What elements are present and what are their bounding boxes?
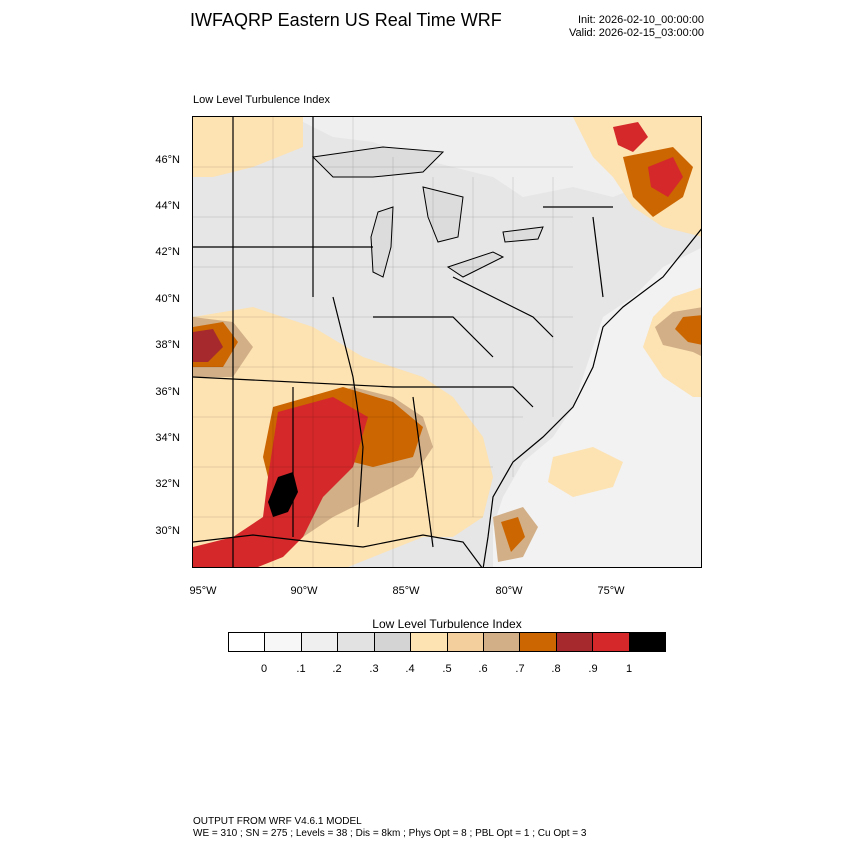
atlantic-coastline (482, 228, 701, 567)
lat-label: 46°N (155, 154, 180, 166)
legend-swatch (411, 633, 448, 651)
lon-label: 95°W (189, 585, 217, 597)
legend-swatch (593, 633, 630, 651)
legend-swatch (229, 633, 266, 651)
legend-swatch (556, 633, 594, 651)
atlantic-ocean (493, 248, 701, 567)
legend-tick: 0 (260, 663, 268, 675)
footer-config-line: WE = 310 ; SN = 275 ; Levels = 38 ; Dis … (193, 828, 587, 839)
legend-swatch (629, 633, 666, 651)
state-boundaries (193, 117, 613, 567)
land-mid-north (193, 117, 303, 177)
legend-swatch (520, 633, 557, 651)
lake-superior (311, 146, 445, 178)
lake-ontario (502, 226, 544, 243)
init-time: Init: 2026-02-10_00:00:00 (578, 14, 704, 26)
lat-label: 34°N (155, 432, 180, 444)
legend-tick: .6 (478, 663, 488, 675)
lake-michigan (370, 206, 394, 278)
legend-tick: 1 (625, 663, 633, 675)
valid-time: Valid: 2026-02-15_03:00:00 (569, 27, 704, 39)
legend-swatch (265, 633, 302, 651)
land-very-high-northeast (613, 122, 648, 152)
legend-tick: .7 (515, 663, 525, 675)
land-very-high-west (193, 329, 223, 362)
legend-tick: .9 (588, 663, 598, 675)
lake-erie (446, 251, 505, 278)
lon-label: 90°W (290, 585, 318, 597)
map-panel (192, 116, 702, 568)
legend-tick: .1 (296, 663, 306, 675)
legend-tick: .8 (551, 663, 561, 675)
ocean-mid-patch-2 (548, 447, 623, 497)
lon-label: 85°W (392, 585, 420, 597)
legend-tick: .4 (405, 663, 415, 675)
legend-swatch (338, 633, 375, 651)
lat-label: 40°N (155, 293, 180, 305)
lat-label: 42°N (155, 246, 180, 258)
ocean-high-patch-2 (501, 517, 525, 552)
legend-title: Low Level Turbulence Index (372, 617, 522, 631)
lat-label: 38°N (155, 339, 180, 351)
page-title: IWFAQRP Eastern US Real Time WRF (190, 10, 502, 30)
legend-swatch (374, 633, 412, 651)
land-extreme-core (268, 472, 298, 517)
ocean-high-patch (675, 315, 701, 345)
lake-huron (422, 186, 464, 243)
map-canvas (193, 117, 701, 567)
gulf-coastline (193, 534, 483, 567)
lat-label: 30°N (155, 525, 180, 537)
land-very-high-northeast-2 (648, 157, 683, 197)
footer-model-line: OUTPUT FROM WRF V4.6.1 MODEL (193, 816, 362, 827)
legend-swatch (301, 633, 339, 651)
lat-label: 32°N (155, 478, 180, 490)
map-subtitle: Low Level Turbulence Index (193, 94, 330, 106)
legend-colorbar (228, 632, 666, 652)
legend-tick: .3 (369, 663, 379, 675)
legend-tick: .2 (332, 663, 342, 675)
legend-tick: .5 (442, 663, 452, 675)
lat-label: 44°N (155, 200, 180, 212)
legend-swatch (447, 633, 484, 651)
lat-label: 36°N (155, 386, 180, 398)
lon-label: 80°W (495, 585, 523, 597)
legend-swatch (483, 633, 521, 651)
lon-label: 75°W (597, 585, 625, 597)
